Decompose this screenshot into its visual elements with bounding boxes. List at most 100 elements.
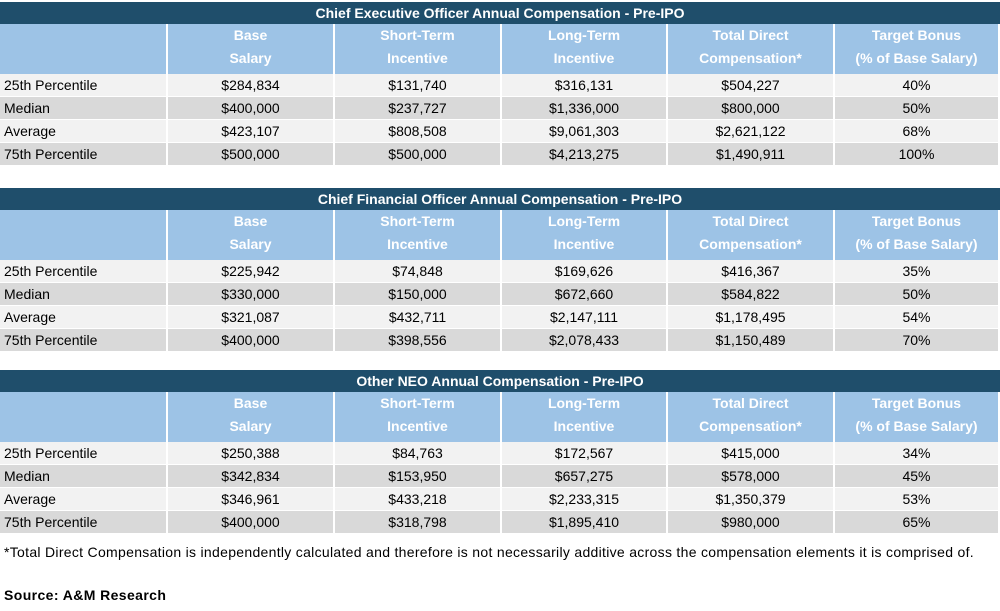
cell: $84,763 (335, 442, 502, 465)
cell: $4,213,275 (502, 143, 668, 166)
cell: $416,367 (668, 260, 835, 283)
cell: $672,660 (502, 283, 668, 306)
cell: $284,834 (168, 74, 335, 97)
header-line: Short-Term (380, 213, 455, 229)
cell: $250,388 (168, 442, 335, 465)
header-line: Short-Term (380, 27, 455, 43)
cell: 100% (835, 143, 1000, 166)
cell: $321,087 (168, 306, 335, 329)
header-line: Total Direct (712, 213, 789, 229)
cell: $500,000 (335, 143, 502, 166)
row-label: Average (0, 488, 168, 511)
column-header: Total Direct Compensation* (668, 392, 835, 442)
header-line: Incentive (553, 236, 615, 252)
cell: $342,834 (168, 465, 335, 488)
row-label: Median (0, 283, 168, 306)
cell: $400,000 (168, 511, 335, 534)
cell: $330,000 (168, 283, 335, 306)
table-title: Chief Financial Officer Annual Compensat… (0, 188, 1000, 210)
column-header: Target Bonus (% of Base Salary) (835, 24, 1000, 74)
cell: $74,848 (335, 260, 502, 283)
row-label: 75th Percentile (0, 511, 168, 534)
column-header: Short-Term Incentive (335, 210, 502, 260)
cell: $415,000 (668, 442, 835, 465)
header-line: Salary (229, 418, 272, 434)
column-header: Target Bonus (% of Base Salary) (835, 392, 1000, 442)
cell: 40% (835, 74, 1000, 97)
column-header: Total Direct Compensation* (668, 24, 835, 74)
header-line: Total Direct (712, 27, 789, 43)
header-line: Target Bonus (871, 213, 962, 229)
cell: $808,508 (335, 120, 502, 143)
cell: $980,000 (668, 511, 835, 534)
column-header: Long-Term Incentive (502, 392, 668, 442)
header-line: Total Direct (712, 395, 789, 411)
table-title: Other NEO Annual Compensation - Pre-IPO (0, 370, 1000, 392)
column-header: Base Salary (168, 24, 335, 74)
cell: $398,556 (335, 329, 502, 352)
cell: 50% (835, 283, 1000, 306)
header-line: Salary (229, 50, 272, 66)
cell: $172,567 (502, 442, 668, 465)
header-line: Incentive (553, 50, 615, 66)
header-line: (% of Base Salary) (855, 236, 978, 252)
table-title: Chief Executive Officer Annual Compensat… (0, 2, 1000, 24)
header-line: Incentive (387, 418, 448, 434)
cell: $237,727 (335, 97, 502, 120)
cell: $657,275 (502, 465, 668, 488)
header-line: Incentive (553, 418, 615, 434)
header-line: (% of Base Salary) (855, 50, 978, 66)
cell: $150,000 (335, 283, 502, 306)
header-line: Target Bonus (871, 27, 962, 43)
cell: 70% (835, 329, 1000, 352)
column-header: Short-Term Incentive (335, 24, 502, 74)
cell: 65% (835, 511, 1000, 534)
column-header: Total Direct Compensation* (668, 210, 835, 260)
cell: $800,000 (668, 97, 835, 120)
row-label: Median (0, 465, 168, 488)
cell: $2,233,315 (502, 488, 668, 511)
header-line: Base (233, 213, 268, 229)
cell: $2,078,433 (502, 329, 668, 352)
header-blank (0, 24, 168, 74)
header-line: Short-Term (380, 395, 455, 411)
cell: $433,218 (335, 488, 502, 511)
cell: $578,000 (668, 465, 835, 488)
row-label: Average (0, 306, 168, 329)
cell: $169,626 (502, 260, 668, 283)
cell: $1,150,489 (668, 329, 835, 352)
header-blank (0, 392, 168, 442)
cell: $1,350,379 (668, 488, 835, 511)
header-line: Compensation* (699, 236, 802, 252)
column-header: Long-Term Incentive (502, 24, 668, 74)
cell: $9,061,303 (502, 120, 668, 143)
column-header: Base Salary (168, 392, 335, 442)
header-line: (% of Base Salary) (855, 418, 978, 434)
cell: $1,336,000 (502, 97, 668, 120)
cell: $400,000 (168, 97, 335, 120)
column-header: Base Salary (168, 210, 335, 260)
row-label: 25th Percentile (0, 442, 168, 465)
cell: $432,711 (335, 306, 502, 329)
row-label: 75th Percentile (0, 329, 168, 352)
header-line: Target Bonus (871, 395, 962, 411)
column-header: Short-Term Incentive (335, 392, 502, 442)
cell: $2,147,111 (502, 306, 668, 329)
source: Source: A&M Research (4, 587, 167, 603)
row-label: Median (0, 97, 168, 120)
cell: $400,000 (168, 329, 335, 352)
footnote: *Total Direct Compensation is independen… (4, 544, 974, 560)
column-header: Target Bonus (% of Base Salary) (835, 210, 1000, 260)
header-line: Compensation* (699, 50, 802, 66)
cell: $584,822 (668, 283, 835, 306)
cell: $2,621,122 (668, 120, 835, 143)
cell: $1,178,495 (668, 306, 835, 329)
cell: 34% (835, 442, 1000, 465)
header-line: Base (233, 395, 268, 411)
cell: $1,895,410 (502, 511, 668, 534)
cell: $423,107 (168, 120, 335, 143)
column-header: Long-Term Incentive (502, 210, 668, 260)
cell: $225,942 (168, 260, 335, 283)
row-label: Average (0, 120, 168, 143)
